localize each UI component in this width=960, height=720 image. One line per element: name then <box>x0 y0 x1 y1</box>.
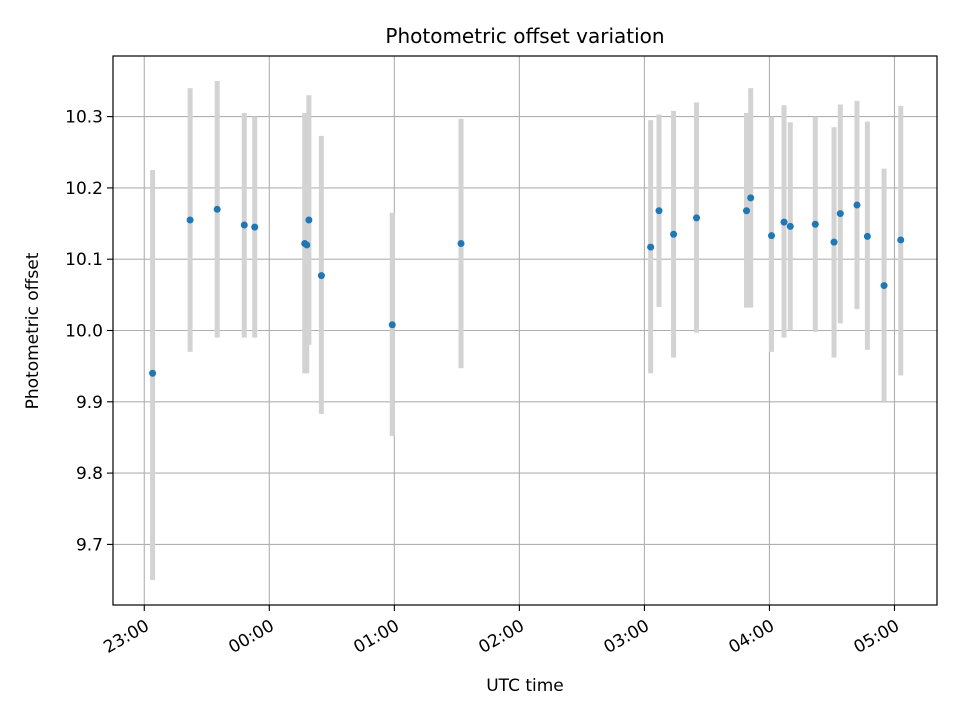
data-point <box>149 369 157 377</box>
data-point <box>836 210 844 218</box>
data-point <box>863 232 871 240</box>
data-point <box>388 321 396 329</box>
y-tick-label: 10.3 <box>65 108 103 128</box>
data-point <box>830 238 838 246</box>
data-point <box>853 201 861 209</box>
y-tick-label: 9.9 <box>76 393 103 413</box>
data-point <box>743 207 751 215</box>
data-point <box>647 243 655 251</box>
data-point <box>213 205 221 213</box>
data-point <box>655 207 663 215</box>
data-point <box>251 223 259 231</box>
chart-title: Photometric offset variation <box>385 24 664 48</box>
data-point <box>780 218 788 226</box>
data-point <box>240 221 248 229</box>
data-point <box>786 222 794 230</box>
data-point <box>670 230 678 238</box>
x-axis-label: UTC time <box>486 676 564 696</box>
data-point <box>457 240 465 248</box>
y-tick-label: 10.1 <box>65 250 103 270</box>
data-point <box>303 241 311 249</box>
data-point <box>747 194 755 202</box>
y-axis: 9.7 9.8 9.9 10.0 10.1 10.2 10.3 <box>65 108 113 555</box>
data-point <box>186 216 194 224</box>
data-point <box>768 232 776 240</box>
data-point <box>693 214 701 222</box>
y-tick-label: 9.7 <box>76 535 103 555</box>
data-point <box>897 236 905 244</box>
data-point <box>811 220 819 228</box>
data-points <box>149 194 905 377</box>
y-tick-label: 10.2 <box>65 179 103 199</box>
y-tick-label: 9.8 <box>76 464 103 484</box>
data-point <box>317 272 325 280</box>
data-point <box>880 282 888 290</box>
y-tick-label: 10.0 <box>65 322 103 342</box>
data-point <box>305 216 313 224</box>
y-axis-label: Photometric offset <box>23 252 43 409</box>
